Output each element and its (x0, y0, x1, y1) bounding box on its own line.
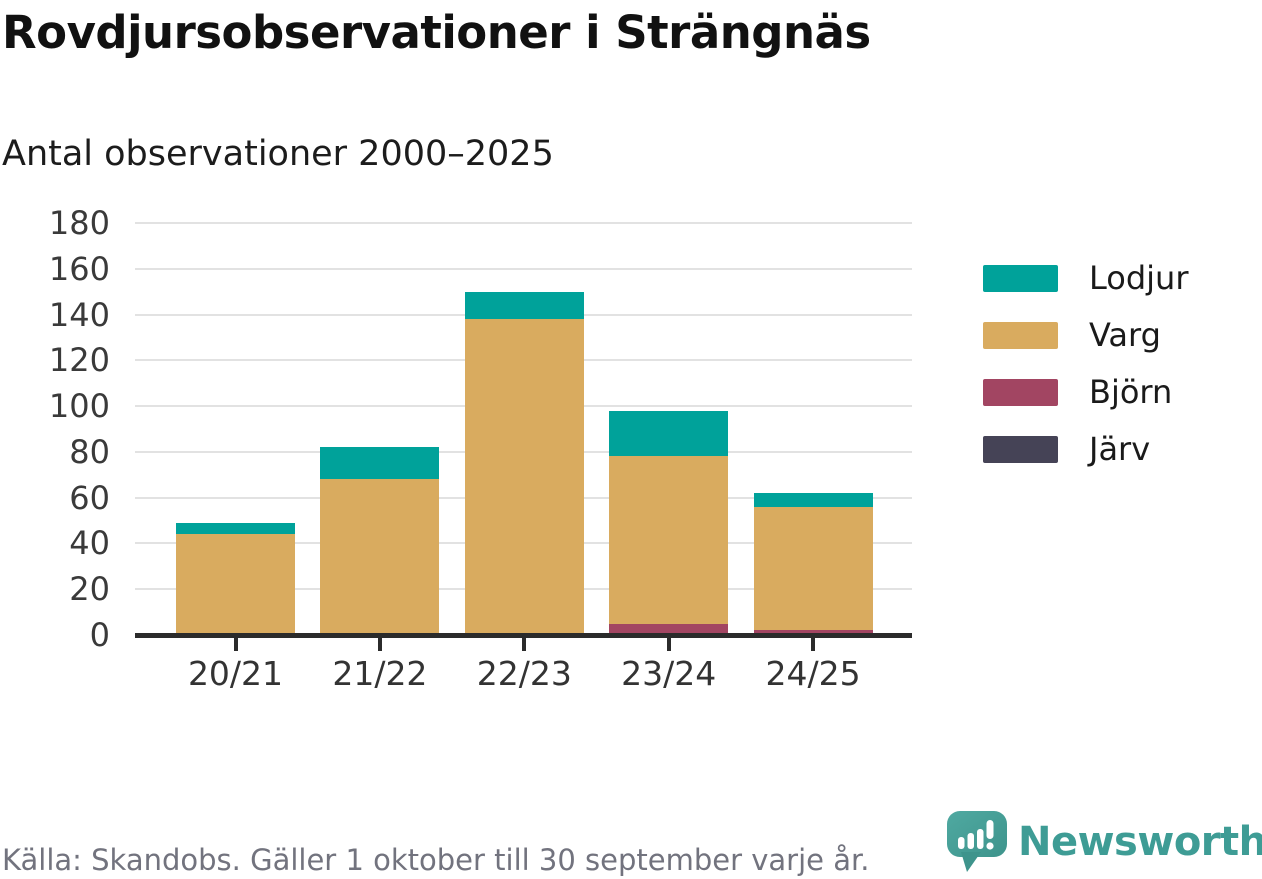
bar-segment-björn-24/25 (753, 630, 873, 635)
legend-item-lodjur: Lodjur (983, 259, 1188, 297)
legend-label-björn: Björn (1089, 373, 1173, 411)
y-axis-tick-label: 120 (48, 341, 110, 380)
y-axis-tick-label: 180 (48, 204, 110, 242)
x-axis-label-20/21: 20/21 (187, 654, 284, 693)
bar-segment-varg-23/24 (609, 456, 729, 624)
x-axis-tick (811, 638, 816, 651)
legend-item-björn: Björn (983, 373, 1188, 411)
bar-23/24 (609, 223, 729, 635)
y-axis-tick-label: 140 (48, 295, 110, 334)
legend-label-varg: Varg (1089, 316, 1161, 354)
y-axis-tick-label: 100 (48, 387, 110, 426)
x-axis-label-24/25: 24/25 (765, 654, 861, 693)
bar-segment-lodjur-22/23 (464, 291, 584, 320)
legend-swatch-varg (983, 321, 1058, 349)
newsworthy-logo-icon (947, 811, 1007, 872)
x-axis-line (135, 633, 912, 638)
bar-segment-lodjur-21/22 (320, 447, 440, 480)
bar-segment-varg-20/21 (176, 534, 295, 635)
chart-title: Rovdjursobservationer i Strängnäs (2, 6, 871, 59)
chart-subtitle: Antal observationer 2000–2025 (2, 134, 554, 174)
source-note: Källa: Skandobs. Gäller 1 oktober till 3… (2, 843, 870, 877)
legend-item-varg: Varg (983, 316, 1188, 354)
x-axis-label-21/22: 21/22 (332, 654, 428, 693)
bar-21/22 (320, 223, 440, 635)
legend: Lodjur Varg Björn Järv (983, 259, 1188, 492)
bar-segment-varg-21/22 (320, 479, 440, 635)
bar-22/23 (464, 223, 584, 635)
legend-swatch-lodjur (983, 264, 1058, 292)
x-axis-tick (377, 638, 382, 651)
newsworthy-logo-text: Newsworthy (1018, 819, 1262, 865)
plot-area (135, 222, 912, 635)
bar-segment-lodjur-20/21 (176, 522, 295, 535)
y-axis-tick-label: 80 (69, 432, 110, 471)
y-axis-tick-label: 160 (48, 249, 110, 288)
x-axis-label-22/23: 22/23 (476, 654, 572, 693)
x-axis-label-23/24: 23/24 (621, 654, 717, 693)
bar-segment-lodjur-23/24 (609, 410, 729, 457)
y-axis-tick-label: 0 (89, 616, 110, 654)
gridline-180 (135, 222, 912, 224)
bar-segment-lodjur-24/25 (753, 493, 873, 507)
bar-20/21 (176, 223, 295, 635)
y-axis-tick-label: 60 (69, 478, 110, 517)
bar-24/25 (753, 223, 873, 635)
legend-swatch-björn (983, 378, 1058, 406)
legend-swatch-järv (983, 435, 1058, 463)
x-axis-tick (233, 638, 238, 651)
bar-segment-varg-24/25 (753, 506, 873, 631)
x-axis-tick (666, 638, 671, 651)
legend-label-lodjur: Lodjur (1089, 259, 1189, 297)
newsworthy-logo: Newsworthy (946, 810, 1262, 874)
x-axis-tick (522, 638, 527, 651)
gridline-160 (135, 267, 912, 270)
y-axis-tick-label: 20 (69, 570, 110, 609)
legend-item-järv: Järv (983, 430, 1188, 468)
y-axis-tick-label: 40 (69, 524, 110, 563)
legend-label-järv: Järv (1089, 430, 1151, 468)
bar-segment-varg-22/23 (464, 319, 584, 635)
bar-segment-björn-23/24 (609, 623, 729, 635)
